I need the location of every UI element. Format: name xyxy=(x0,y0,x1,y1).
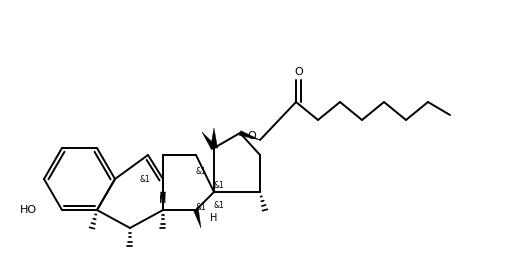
Text: &1: &1 xyxy=(140,174,150,183)
Text: O: O xyxy=(294,67,303,77)
Polygon shape xyxy=(160,192,165,210)
Text: H: H xyxy=(159,195,166,205)
Text: O: O xyxy=(247,131,256,141)
Text: &1: &1 xyxy=(195,167,207,176)
Polygon shape xyxy=(193,209,200,228)
Polygon shape xyxy=(201,132,216,150)
Polygon shape xyxy=(210,128,217,148)
Text: H: H xyxy=(210,213,217,223)
Text: &1: &1 xyxy=(214,200,224,209)
Text: &1: &1 xyxy=(214,181,224,189)
Text: &1: &1 xyxy=(195,204,207,213)
Text: HO: HO xyxy=(19,205,36,215)
Polygon shape xyxy=(239,131,260,140)
